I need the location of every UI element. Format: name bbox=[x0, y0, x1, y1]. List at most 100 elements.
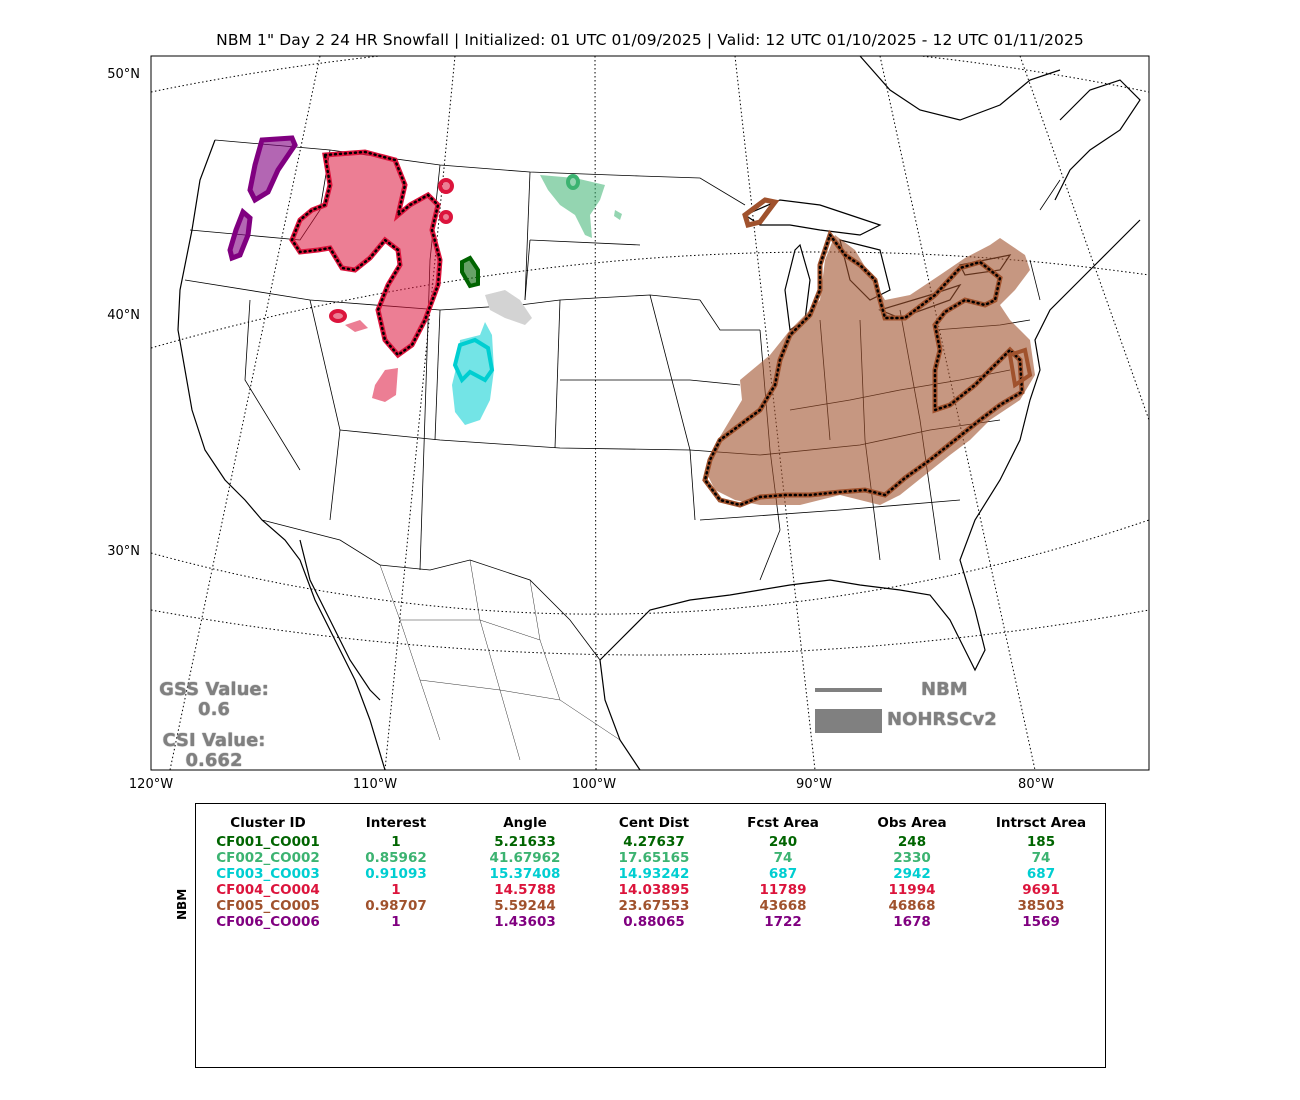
maritimes bbox=[1054, 79, 1141, 201]
row-5-interest: 0.98707 bbox=[365, 898, 427, 914]
cluster-cf003 bbox=[452, 322, 495, 425]
row-6-cluster-id: CF006_CO006 bbox=[216, 914, 320, 930]
row-1-angle: 5.21633 bbox=[494, 834, 556, 850]
cf006-fcst-outline bbox=[247, 135, 298, 204]
row-2-cent-dist: 17.65165 bbox=[618, 850, 690, 866]
cf004-obs-extra-2 bbox=[345, 320, 368, 332]
row-4-cluster-id: CF004_CO004 bbox=[216, 882, 320, 898]
lat-line-25n bbox=[151, 609, 1149, 656]
table-side-label: NBM bbox=[175, 888, 189, 920]
stats-table bbox=[195, 803, 1106, 1068]
us-mexico-border bbox=[261, 519, 601, 661]
cluster-cf002 bbox=[540, 174, 622, 238]
row-6-fcst-area: 1722 bbox=[764, 914, 802, 930]
legend-nohrsc-swatch bbox=[815, 709, 882, 733]
lon-label-90w: 90°W bbox=[796, 777, 832, 792]
cf002-fcst-outline bbox=[566, 174, 580, 190]
canada-hudson bbox=[859, 56, 1061, 121]
header-cent-dist: Cent Dist bbox=[618, 815, 690, 831]
row-3-obs-area: 2942 bbox=[893, 866, 931, 882]
mexico-east bbox=[599, 659, 641, 770]
csi-label: CSI Value: bbox=[162, 730, 266, 751]
row-2-cluster-id: CF002_CO002 bbox=[216, 850, 320, 866]
row-1-fcst-area: 240 bbox=[768, 834, 798, 850]
row-1-cluster-id: CF001_CO001 bbox=[216, 834, 320, 850]
cluster-cf005 bbox=[702, 197, 1035, 508]
row-2-obs-area: 2330 bbox=[893, 850, 931, 866]
lon-label-120w: 120°W bbox=[128, 777, 174, 792]
row-5-obs-area: 46868 bbox=[888, 898, 936, 914]
lon-line-100w bbox=[594, 56, 597, 770]
lon-line-70w bbox=[1019, 56, 1149, 421]
row-5-cent-dist: 23.67553 bbox=[618, 898, 690, 914]
west-coast bbox=[177, 139, 386, 770]
cluster-cf006 bbox=[227, 135, 298, 262]
cf006-obs-area bbox=[250, 138, 295, 200]
row-2-angle: 41.67962 bbox=[489, 850, 561, 866]
cf006-fcst-outline-2 bbox=[227, 207, 253, 262]
row-4-obs-area: 11994 bbox=[888, 882, 936, 898]
cf003-fcst-outline bbox=[452, 337, 495, 384]
row-5-angle: 5.59244 bbox=[494, 898, 556, 914]
row-6-intrsct-area: 1569 bbox=[1022, 914, 1060, 930]
cf004-obs-area bbox=[292, 152, 440, 355]
cf004-small-3 bbox=[329, 309, 347, 323]
row-2-interest: 0.85962 bbox=[365, 850, 427, 866]
cf002-obs-area bbox=[540, 175, 605, 238]
header-cluster-id: Cluster ID bbox=[230, 815, 306, 831]
lat-line-30n bbox=[151, 519, 1149, 615]
row-1-interest: 1 bbox=[391, 834, 401, 850]
cf005-fcst-outline-inner bbox=[1007, 347, 1033, 389]
gss-value: 0.6 bbox=[198, 699, 230, 720]
legend-nbm-label: NBM bbox=[921, 679, 968, 700]
row-5-fcst-area: 43668 bbox=[759, 898, 807, 914]
row-4-cent-dist: 14.03895 bbox=[618, 882, 690, 898]
map-frame bbox=[150, 55, 1150, 771]
lat-line-50n bbox=[151, 56, 1149, 93]
row-5-intrsct-area: 38503 bbox=[1017, 898, 1065, 914]
map-title: NBM 1" Day 2 24 HR Snowfall | Initialize… bbox=[216, 31, 1084, 49]
cf004-small-2 bbox=[439, 210, 453, 224]
header-fcst-area: Fcst Area bbox=[747, 815, 819, 831]
cf005-fcst-dots bbox=[703, 232, 1024, 507]
lon-label-80w: 80°W bbox=[1018, 777, 1054, 792]
cf004-small-1 bbox=[438, 178, 454, 194]
great-lakes-superior bbox=[743, 199, 882, 236]
header-angle: Angle bbox=[503, 815, 547, 831]
cf002-obs-extra bbox=[614, 210, 622, 220]
unmatched-obs-region bbox=[485, 290, 532, 325]
row-3-intrsct-area: 687 bbox=[1026, 866, 1056, 882]
cf005-fcst-outline bbox=[742, 197, 780, 229]
header-obs-area: Obs Area bbox=[877, 815, 947, 831]
lat-label-50n: 50°N bbox=[107, 67, 140, 82]
row-1-intrsct-area: 185 bbox=[1026, 834, 1056, 850]
header-interest: Interest bbox=[365, 815, 427, 831]
row-4-angle: 14.5788 bbox=[494, 882, 556, 898]
row-6-obs-area: 1678 bbox=[893, 914, 931, 930]
row-4-fcst-area: 11789 bbox=[759, 882, 807, 898]
row-1-cent-dist: 4.27637 bbox=[623, 834, 685, 850]
cluster-cf004 bbox=[289, 149, 454, 402]
row-3-angle: 15.37408 bbox=[489, 866, 561, 882]
cf004-fcst-outline bbox=[289, 149, 443, 359]
lat-label-30n: 30°N bbox=[107, 544, 140, 559]
mexico-borders bbox=[379, 559, 621, 761]
csi-value: 0.662 bbox=[185, 750, 243, 771]
lon-label-110w: 110°W bbox=[352, 777, 398, 792]
row-6-cent-dist: 0.88065 bbox=[623, 914, 685, 930]
row-3-cluster-id: CF003_CO003 bbox=[216, 866, 320, 882]
row-3-cent-dist: 14.93242 bbox=[618, 866, 690, 882]
row-4-intrsct-area: 9691 bbox=[1022, 882, 1060, 898]
cf001-fcst-outline bbox=[460, 255, 480, 289]
lat-label-40n: 40°N bbox=[107, 308, 140, 323]
baja bbox=[299, 539, 381, 701]
row-6-angle: 1.43603 bbox=[494, 914, 556, 930]
row-2-fcst-area: 74 bbox=[773, 850, 793, 866]
cf005-obs-area bbox=[705, 235, 1035, 505]
gulf-coast bbox=[599, 219, 1141, 672]
row-3-interest: 0.91093 bbox=[365, 866, 427, 882]
cluster-cf001 bbox=[460, 255, 480, 289]
legend-nohrsc-label: NOHRSCv2 bbox=[887, 709, 997, 730]
gss-label: GSS Value: bbox=[159, 679, 269, 700]
